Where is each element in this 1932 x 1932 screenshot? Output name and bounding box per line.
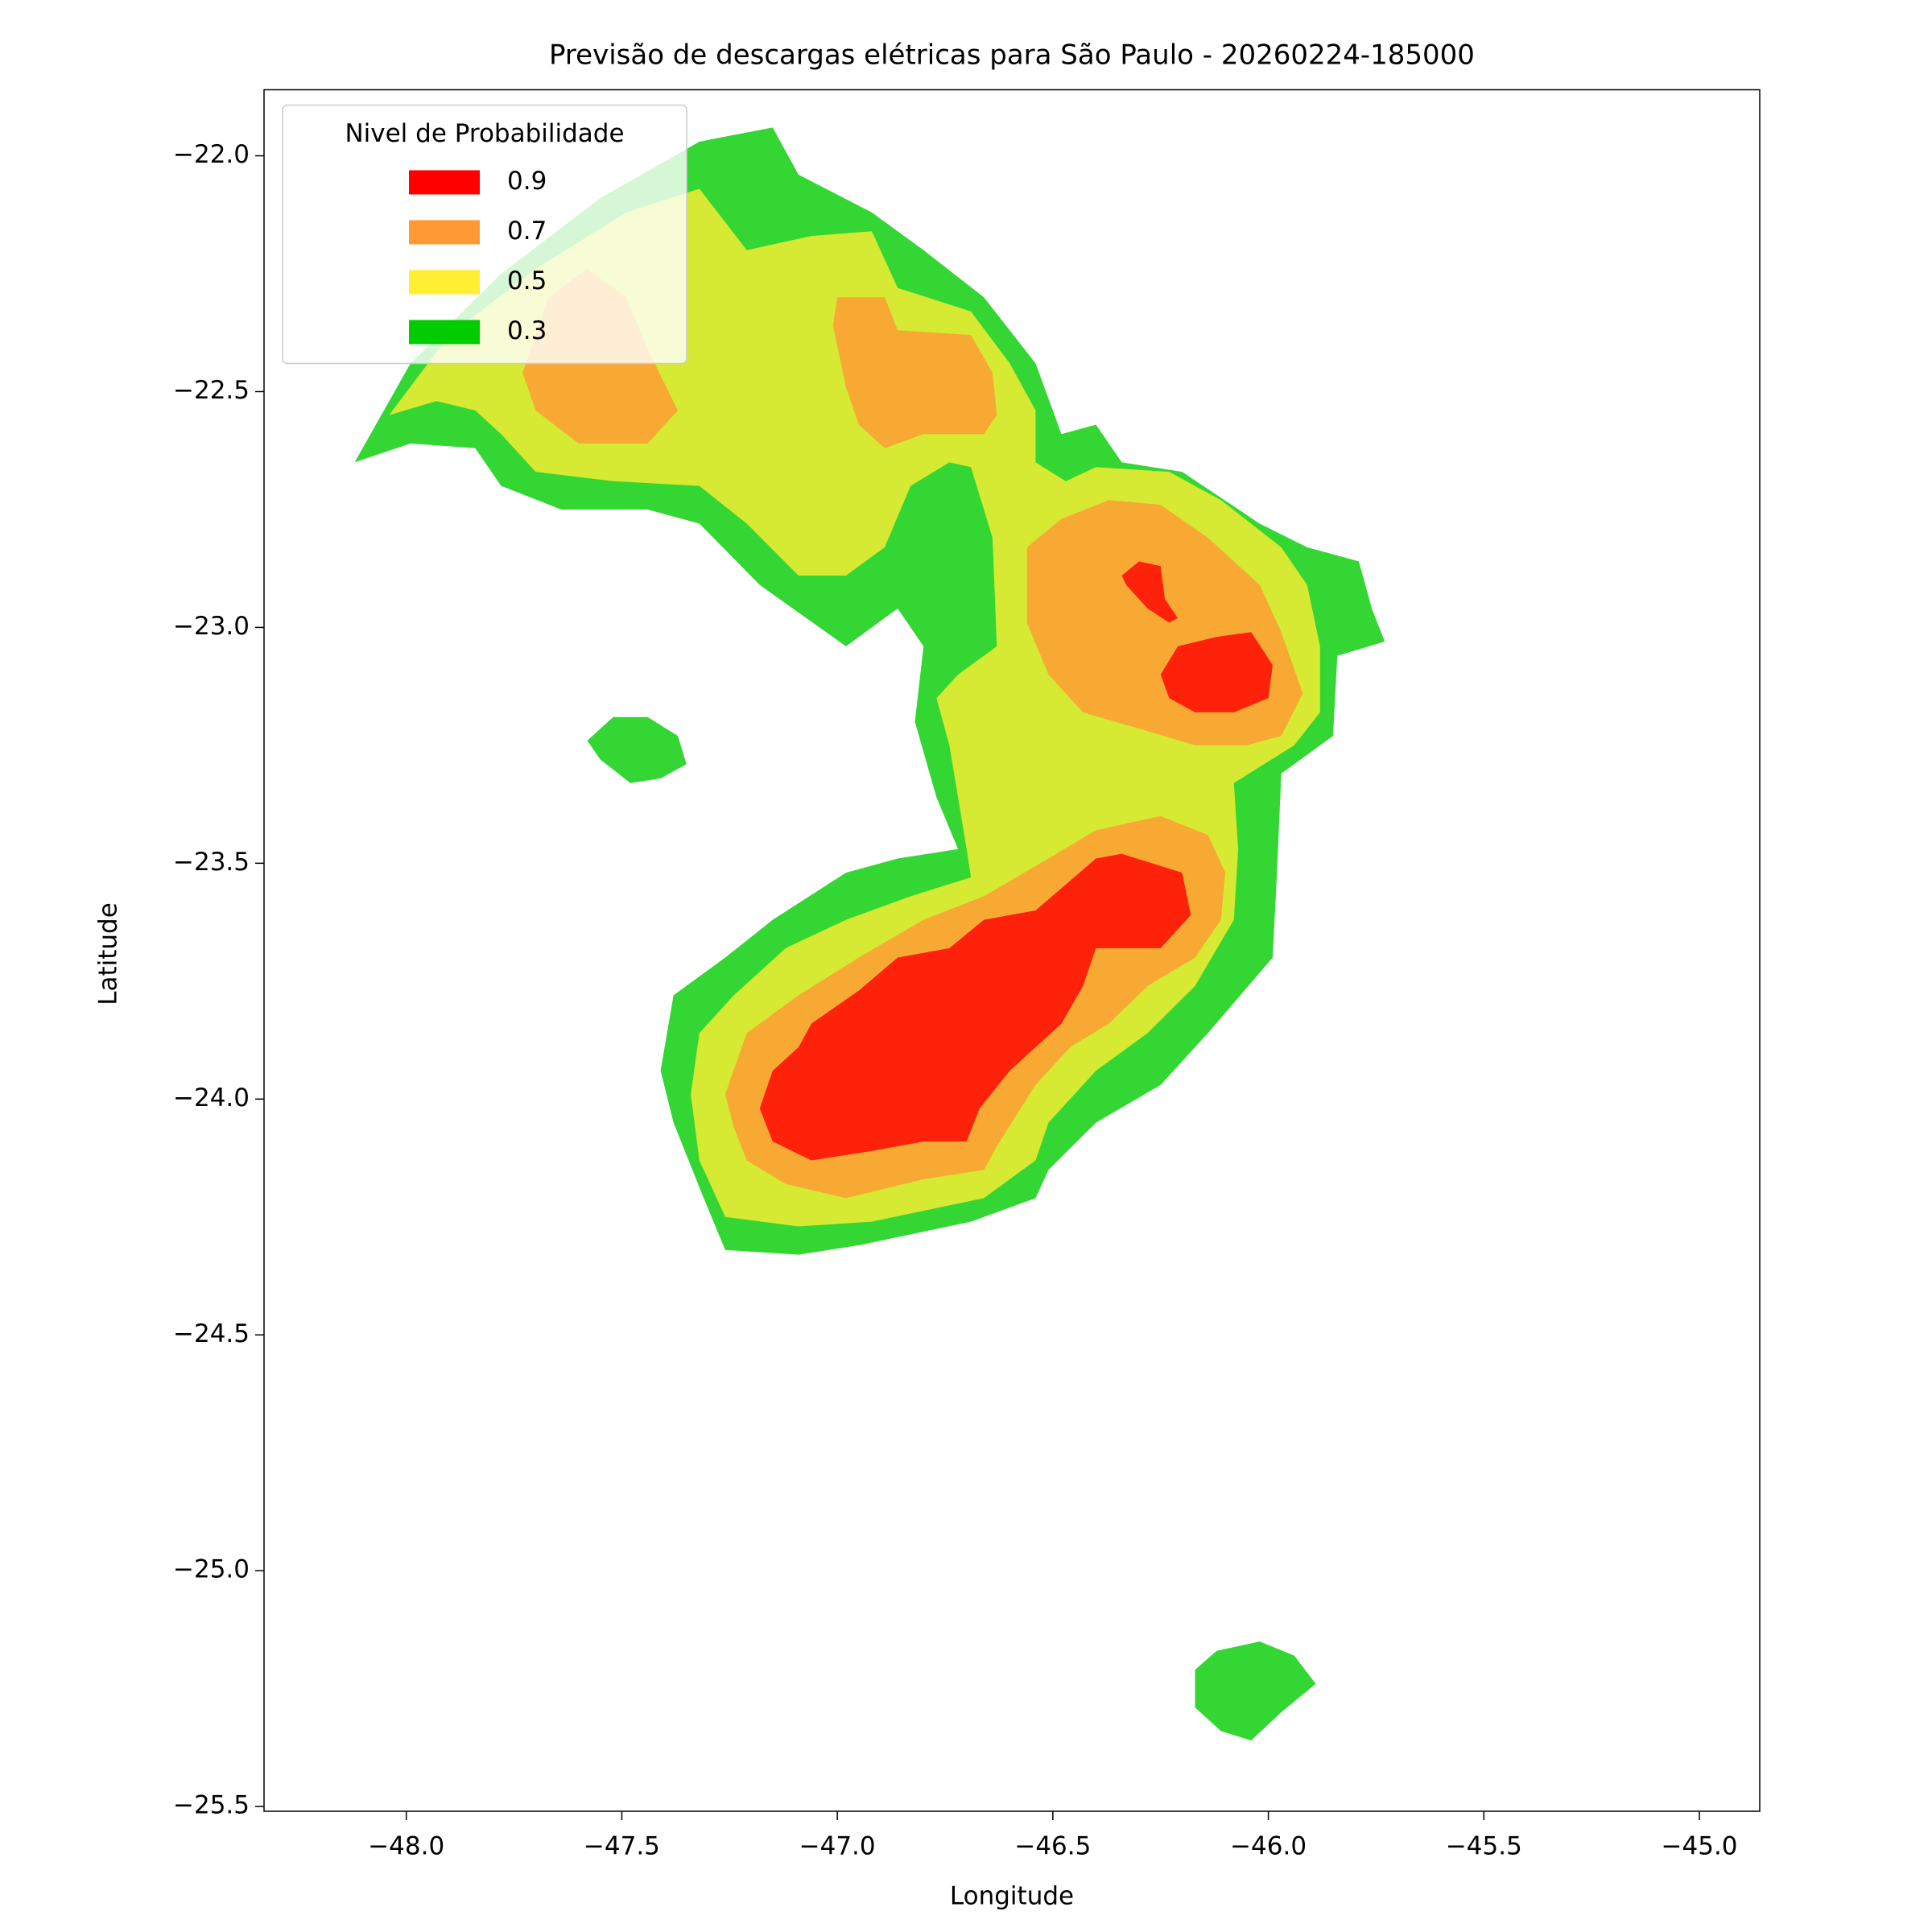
x-tick-label: −47.0 [799, 1832, 876, 1861]
legend-label: 0.7 [507, 217, 547, 246]
chart-title: Previsão de descargas elétricas para São… [549, 39, 1475, 72]
x-tick-label: −46.0 [1230, 1832, 1307, 1861]
x-tick-label: −48.0 [368, 1832, 444, 1861]
contour-region [1160, 632, 1273, 712]
axes: −48.0 −47.5 −47.0 −46.5 −46.0 −45.5 −45.0 −22.0… [173, 89, 1761, 1861]
legend-title: Nivel de Probabilidade [345, 119, 624, 148]
x-tick-label: −47.5 [584, 1832, 660, 1861]
x-tick-label: −46.5 [1014, 1832, 1091, 1861]
contour-region [587, 716, 687, 783]
y-tick-label: −24.0 [173, 1084, 250, 1113]
y-tick-label: −22.0 [173, 140, 250, 169]
legend-box [282, 104, 687, 365]
legend-swatch [409, 170, 480, 195]
y-tick-label: −22.5 [173, 376, 250, 405]
y-tick-label: −24.5 [173, 1319, 250, 1348]
legend-swatch [409, 220, 480, 245]
y-tick-label: −25.5 [173, 1791, 250, 1820]
legend-label: 0.9 [507, 167, 547, 196]
y-axis-label: Latitude [94, 902, 123, 1005]
y-tick-label: −23.5 [173, 848, 250, 877]
y-tick-label: −25.0 [173, 1555, 250, 1584]
legend-label: 0.3 [507, 316, 547, 345]
legend-swatch [409, 320, 480, 345]
contour-region [1195, 1641, 1316, 1741]
y-tick-label: −23.0 [173, 612, 250, 641]
plot-area [354, 127, 1385, 1741]
contour-region [759, 853, 1191, 1161]
x-tick-label: −45.5 [1446, 1832, 1522, 1861]
x-tick-label: −45.0 [1662, 1832, 1738, 1861]
contour-region [832, 297, 997, 448]
legend: Nivel de Probabilidade 0.9 0.7 0.5 0.3 [282, 104, 687, 365]
contour-region [1121, 561, 1179, 623]
axes-frame [263, 89, 1761, 1812]
legend-swatch [409, 270, 480, 295]
legend-label: 0.5 [507, 266, 547, 295]
x-axis-label: Longitude [950, 1882, 1074, 1911]
